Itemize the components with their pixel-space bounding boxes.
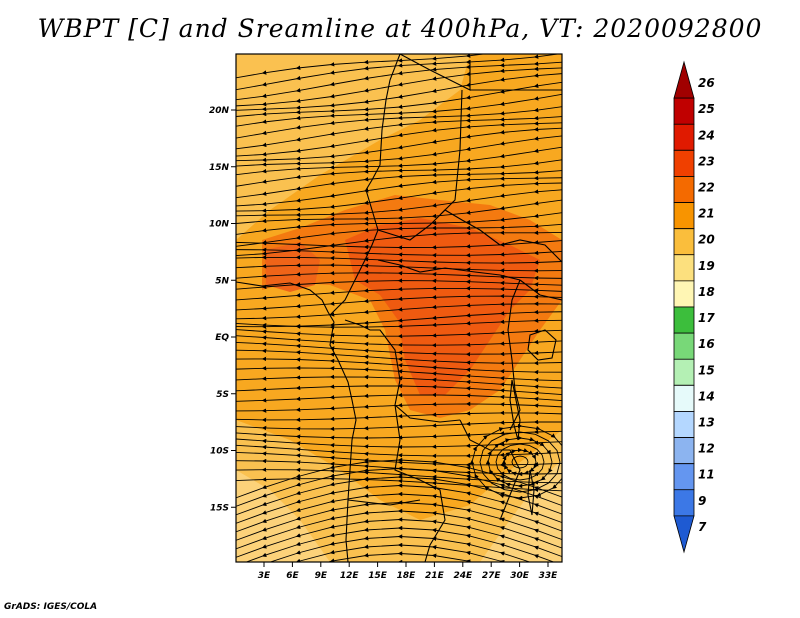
colorbar-label: 13 [698,416,715,430]
colorbar-label: 9 [698,494,706,508]
border-drc-east [507,279,521,431]
colorbar-label: 15 [698,363,715,377]
lon-tick-label: 6E [286,571,299,581]
colorbar-swatch [673,60,695,99]
colorbar-swatch [673,384,695,412]
streamline [236,278,562,290]
colorbar-label: 17 [698,311,715,325]
lon-tick-label: 9E [315,571,328,581]
footer-credit: GrADS: IGES/COLA [4,602,98,612]
coastline-west-africa [236,281,335,323]
colorbar-label: 18 [698,285,715,299]
country-borders [236,54,562,562]
colorbar-label: 19 [698,259,715,273]
longitude-axis: 3E 6E 9E 12E 15E 18E 21E 24E 27E 30E 33E [258,562,558,581]
streamlines [230,54,570,618]
streamline [236,262,562,274]
border-east-africa [519,279,562,301]
streamline [236,401,562,413]
colorbar-swatch [673,463,695,491]
colorbar-label: 22 [698,181,715,195]
lon-tick-label: 12E [340,571,360,581]
lake-tanganyika [509,379,521,441]
lon-tick-label: 24E [453,571,473,581]
colorbar-swatch [673,358,695,386]
colorbar-swatch [673,228,695,256]
colorbar-label: 16 [698,337,715,351]
colorbar: 26 25 24 23 22 21 20 19 18 17 16 15 14 13 12 11 9 7 [673,60,715,554]
streamline [261,559,539,562]
streamline [236,270,562,281]
streamline [230,588,570,618]
lat-tick-label: 10S [210,447,229,457]
border-angola-zambia [394,404,446,562]
border-namibia [347,499,421,506]
lat-tick-label: 5N [215,276,229,286]
colorbar-label: 11 [698,468,715,482]
colorbar-label: 24 [698,128,715,142]
streamline [230,579,570,618]
colorbar-swatch [673,489,695,517]
border-south-sudan [499,239,562,263]
lon-tick-label: 30E [510,571,530,581]
lake-malawi [527,469,535,516]
lat-tick-label: 5S [216,390,229,400]
border-sudan-west [439,89,463,216]
lat-tick-label: EQ [215,333,229,343]
colorbar-label: 26 [698,76,715,90]
colorbar-swatch [673,202,695,230]
colorbar-swatch [673,149,695,177]
streamline [230,596,570,618]
streamline [230,605,570,618]
border-car [377,209,501,246]
latitude-axis: 20N 15N 10N 5N EQ 5S 10S 15S [209,106,236,513]
lon-tick-label: 21E [425,571,445,581]
border-congo [344,319,461,423]
map-frame [235,53,563,563]
lat-tick-label: 15N [209,163,230,173]
lat-tick-label: 20N [209,106,230,116]
border-chad [365,54,401,211]
streamline [469,423,562,501]
colorbar-swatch [673,515,695,554]
streamline [236,247,562,258]
lon-tick-label: 3E [258,571,271,581]
streamline [236,383,562,396]
streamline [236,240,562,250]
colorbar-swatch [673,306,695,334]
lon-tick-label: 15E [368,571,388,581]
colorbar-label: 25 [698,102,715,116]
streamline [236,392,562,403]
coastline-gabon-angola [329,321,357,562]
colorbar-swatch [673,97,695,125]
lat-tick-label: 10N [209,220,230,230]
border-drc-north [377,259,521,281]
lon-tick-label: 27E [482,571,502,581]
colorbar-swatch [673,437,695,465]
colorbar-swatch [673,332,695,360]
border-zambia-east [459,419,521,521]
colorbar-swatch [673,411,695,438]
streamline [236,318,562,330]
border-libya-sudan [399,54,471,91]
lon-tick-label: 18E [397,571,417,581]
map-area [230,54,570,618]
lon-tick-label: 33E [539,571,559,581]
colorbar-swatch [673,176,695,203]
colorbar-label: 23 [698,154,715,168]
colorbar-label: 20 [698,233,715,247]
colorbar-swatch [673,254,695,282]
colorbar-swatch [673,280,695,308]
colorbar-label: 12 [698,442,715,456]
lake-victoria [527,329,557,361]
colorbar-label: 21 [698,207,715,221]
colorbar-swatch [673,123,695,151]
colorbar-label: 14 [698,389,715,403]
lat-tick-label: 15S [210,503,229,513]
streamline [261,551,539,562]
chart-title: WBPT [C] and Sreamline at 400hPa, VT: 20… [37,14,763,43]
colorbar-label: 7 [698,520,707,534]
streamline [261,542,539,562]
